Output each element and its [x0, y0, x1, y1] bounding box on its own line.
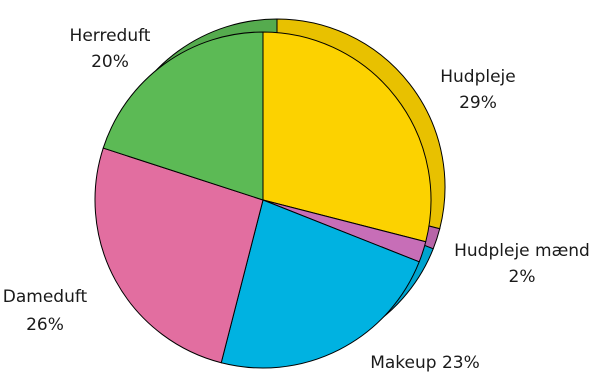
label-hudpleje-maend-percent: 2% — [509, 267, 536, 287]
label-herreduft-percent: 20% — [91, 52, 129, 72]
slice-makeup — [220, 199, 420, 369]
label-makeup: Makeup 23% — [370, 353, 480, 372]
label-hudpleje-percent: 29% — [459, 93, 497, 113]
slice-herreduft — [102, 31, 264, 201]
label-herreduft-name: Herreduft — [70, 26, 151, 46]
slice-dameduft — [94, 147, 264, 364]
slice-hudpleje — [262, 31, 432, 243]
label-dameduft-percent: 26% — [26, 315, 64, 335]
label-hudpleje-maend-name: Hudpleje mænd — [454, 241, 590, 261]
label-hudpleje-name: Hudpleje — [440, 67, 516, 87]
label-dameduft-name: Dameduft — [3, 287, 88, 307]
pie-slices — [94, 31, 432, 369]
